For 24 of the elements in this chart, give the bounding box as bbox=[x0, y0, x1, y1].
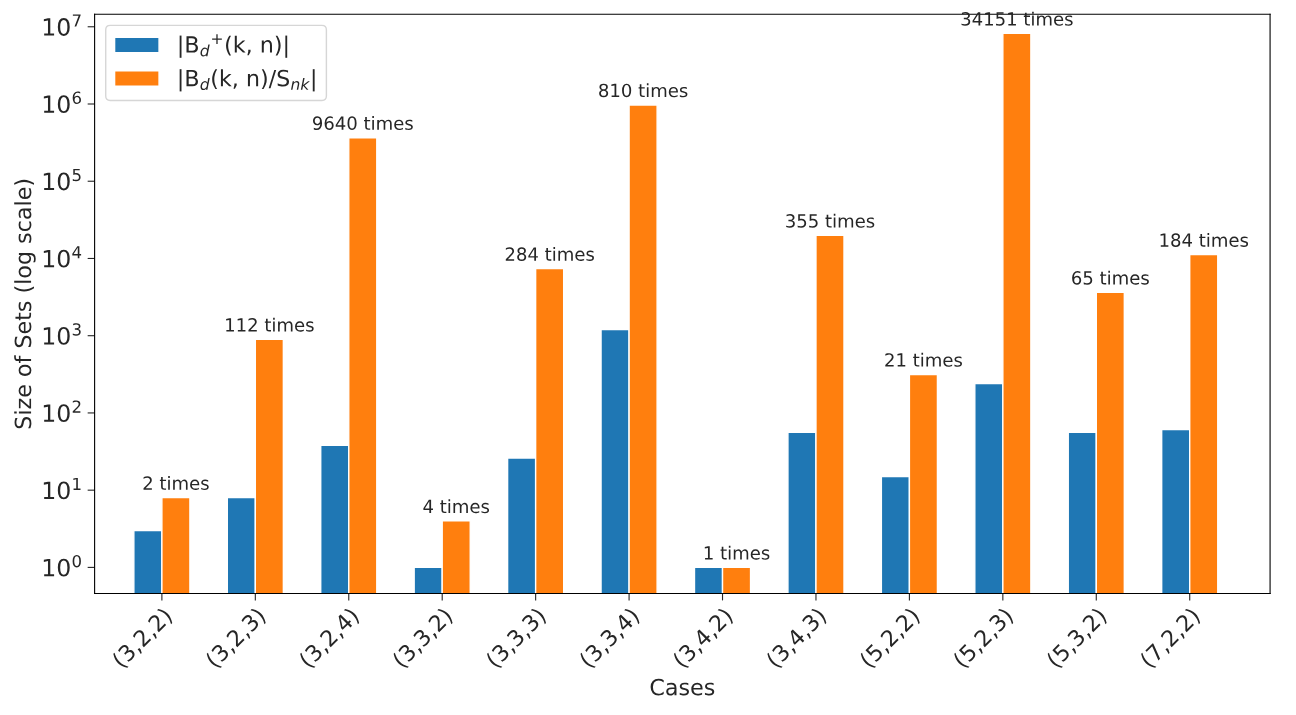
annotation: 810 times bbox=[599, 83, 688, 98]
x-axis-title: Cases bbox=[650, 678, 715, 696]
annotation: 184 times bbox=[1160, 232, 1249, 247]
annotation: 112 times bbox=[226, 317, 314, 332]
y-tick-label: 10$^{0}$ bbox=[43, 554, 81, 577]
annotation: 2 times bbox=[143, 476, 209, 490]
annotation: 65 times bbox=[1072, 270, 1149, 285]
y-tick-label: 10$^{7}$ bbox=[43, 14, 81, 36]
legend-label: |B$_{d}$(k, n)/S$_{nk}$| bbox=[179, 69, 315, 92]
y-tick-label: 10$^{4}$ bbox=[43, 246, 82, 268]
annotation: 284 times bbox=[505, 247, 594, 261]
y-tick-label: 10$^{5}$ bbox=[43, 168, 81, 191]
annotation: 1 times bbox=[704, 545, 770, 560]
y-tick-label: 10$^{6}$ bbox=[43, 91, 81, 114]
y-tick-label: 10$^{3}$ bbox=[43, 323, 81, 345]
annotation: 355 times bbox=[786, 213, 875, 228]
legend-label: |B$_{d}$$^{+}$(k, n)| bbox=[179, 34, 288, 58]
annotation: 4 times bbox=[423, 499, 490, 514]
annotation: 9640 times bbox=[312, 116, 413, 131]
annotation: 21 times bbox=[885, 352, 962, 367]
annotation: 34151 times bbox=[961, 11, 1073, 26]
y-tick-label: 10$^{2}$ bbox=[43, 400, 81, 423]
y-axis-title: Size of Sets (log scale) bbox=[14, 179, 36, 429]
y-tick-label: 10$^{1}$ bbox=[43, 477, 81, 500]
